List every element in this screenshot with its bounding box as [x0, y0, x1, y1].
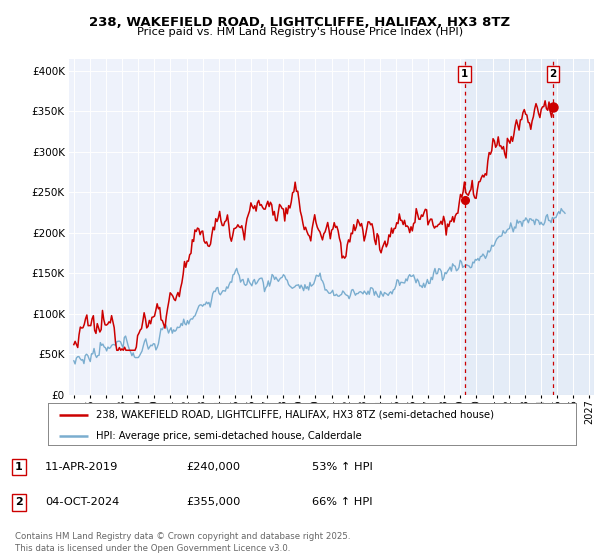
Text: £240,000: £240,000 — [186, 462, 240, 472]
Text: Contains HM Land Registry data © Crown copyright and database right 2025.
This d: Contains HM Land Registry data © Crown c… — [15, 533, 350, 553]
Text: 66% ↑ HPI: 66% ↑ HPI — [312, 497, 373, 507]
Text: 1: 1 — [461, 69, 469, 79]
Text: HPI: Average price, semi-detached house, Calderdale: HPI: Average price, semi-detached house,… — [95, 431, 361, 441]
Text: 2: 2 — [15, 497, 23, 507]
Text: Price paid vs. HM Land Registry's House Price Index (HPI): Price paid vs. HM Land Registry's House … — [137, 27, 463, 37]
Text: 11-APR-2019: 11-APR-2019 — [45, 462, 118, 472]
Text: 2: 2 — [550, 69, 557, 79]
Text: 238, WAKEFIELD ROAD, LIGHTCLIFFE, HALIFAX, HX3 8TZ (semi-detached house): 238, WAKEFIELD ROAD, LIGHTCLIFFE, HALIFA… — [95, 410, 494, 420]
Text: 04-OCT-2024: 04-OCT-2024 — [45, 497, 119, 507]
Text: £355,000: £355,000 — [186, 497, 241, 507]
Text: 1: 1 — [15, 462, 23, 472]
Text: 238, WAKEFIELD ROAD, LIGHTCLIFFE, HALIFAX, HX3 8TZ: 238, WAKEFIELD ROAD, LIGHTCLIFFE, HALIFA… — [89, 16, 511, 29]
Bar — [464, 59, 594, 395]
Text: 53% ↑ HPI: 53% ↑ HPI — [312, 462, 373, 472]
